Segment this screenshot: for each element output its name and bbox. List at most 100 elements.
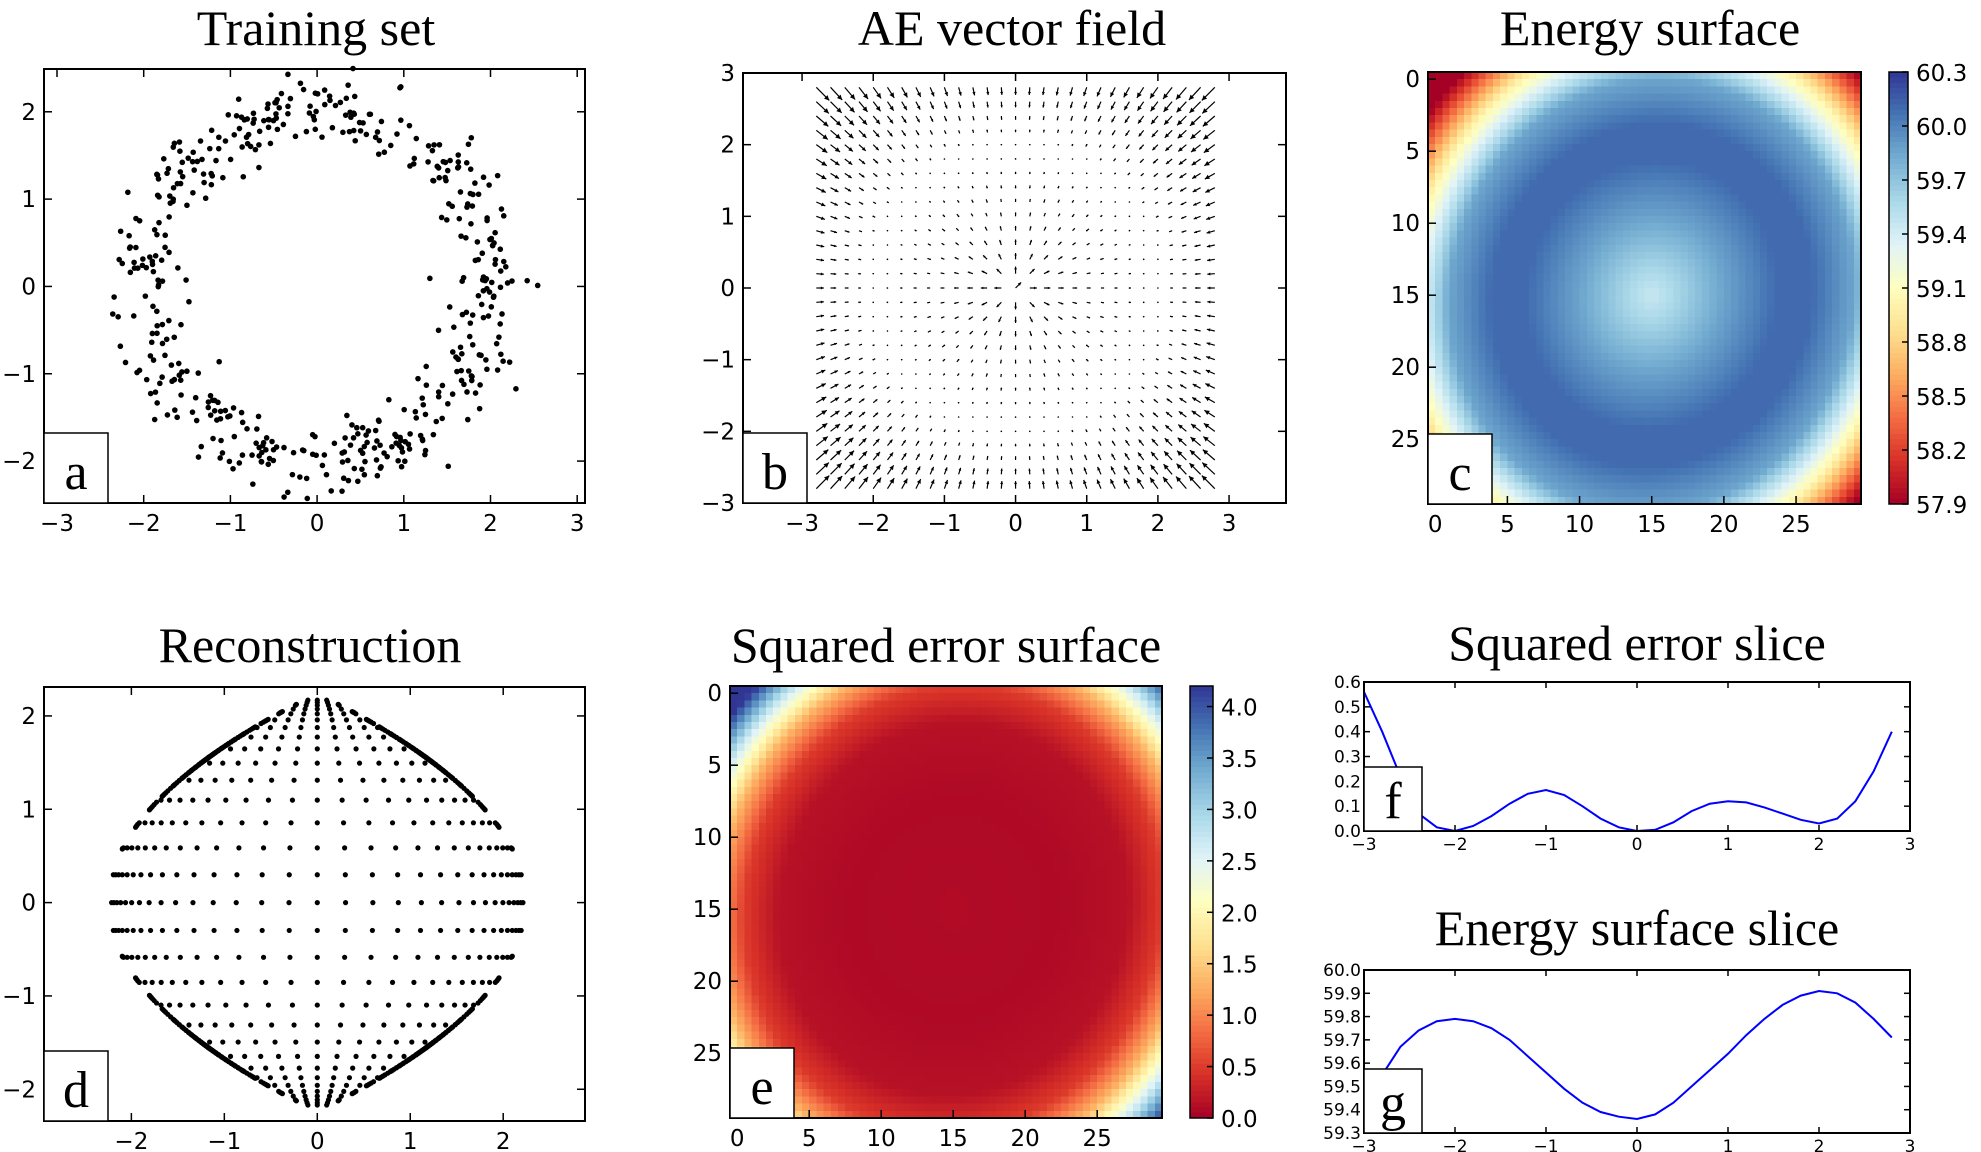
vector-dot (1142, 244, 1145, 246)
heatmap-cell (1738, 316, 1747, 325)
heatmap-cell (1471, 316, 1480, 325)
heatmap-cell (1478, 295, 1487, 303)
heatmap-cell (1593, 338, 1602, 347)
data-point (219, 450, 226, 456)
data-point (126, 232, 132, 239)
data-point (147, 353, 154, 359)
vector-arrowhead (985, 226, 987, 229)
heatmap-cell (1521, 403, 1530, 411)
heatmap-cell (1579, 115, 1588, 123)
heatmap-cell (1644, 424, 1653, 433)
heatmap-cell (1622, 136, 1631, 145)
heatmap-cell (1666, 468, 1674, 476)
data-point (398, 463, 405, 470)
heatmap-cell (1709, 79, 1718, 87)
heatmap-cell (1601, 295, 1610, 303)
vector-dot (1114, 244, 1117, 246)
heatmap-cell (1651, 122, 1660, 131)
heatmap-cell (1637, 489, 1646, 498)
vector-arrowhead (822, 134, 828, 140)
vector-dot (1029, 387, 1031, 390)
data-point (206, 145, 213, 152)
vector-arrowhead (1073, 331, 1076, 334)
heatmap-cell (1557, 100, 1566, 109)
heatmap-cell (1478, 302, 1487, 311)
heatmap-cell (1644, 460, 1653, 469)
heatmap-cell (1666, 388, 1674, 397)
vector-dot (915, 287, 917, 289)
heatmap-cell (1536, 165, 1545, 174)
vector-dot (1085, 143, 1088, 146)
heatmap-cell (1601, 86, 1610, 95)
heatmap-cell (1702, 115, 1711, 123)
heatmap-cell (1529, 216, 1537, 224)
heatmap-cell (1543, 345, 1552, 354)
x-tick-label: −1 (927, 511, 961, 537)
heatmap-cell (1622, 216, 1631, 224)
heatmap-cell (1709, 115, 1718, 123)
heatmap-cell (1745, 367, 1754, 375)
vector-dot (1029, 401, 1031, 404)
data-point (389, 444, 395, 450)
data-point (422, 447, 429, 454)
heatmap-cell (1449, 316, 1458, 325)
vector-arrowhead (834, 384, 839, 388)
heatmap-cell (1716, 475, 1725, 483)
vector-dot (1057, 158, 1060, 160)
vector-arrowhead (1098, 132, 1101, 135)
heatmap-cell (1478, 122, 1487, 131)
heatmap-cell (1471, 266, 1480, 275)
vector-dot (1057, 373, 1060, 375)
heatmap-cell (1615, 316, 1624, 325)
data-point (497, 268, 504, 274)
vector-arrowhead (834, 230, 838, 234)
vector-dot (1142, 272, 1145, 275)
heatmap-cell (1449, 172, 1458, 181)
vector-dot (1057, 186, 1060, 189)
vector-dot (1142, 186, 1145, 189)
heatmap-cell (1673, 180, 1682, 188)
data-point (312, 433, 318, 440)
heatmap-cell (1709, 367, 1718, 375)
heatmap-cell (1615, 223, 1624, 231)
heatmap-cell (1731, 295, 1739, 303)
heatmap-cell (1695, 223, 1703, 231)
vector-dot (957, 158, 960, 160)
heatmap-cell (1651, 72, 1660, 80)
heatmap-cell (1666, 482, 1674, 491)
vector-arrowhead (1031, 304, 1035, 308)
heatmap-cell (1666, 273, 1674, 282)
heatmap-cell (1565, 424, 1573, 433)
data-point (469, 312, 476, 318)
vector-dot (1157, 244, 1159, 246)
heatmap-cell (1529, 194, 1537, 203)
heatmap-cell (1680, 151, 1689, 159)
data-point (218, 437, 224, 444)
data-point (303, 128, 310, 135)
heatmap-cell (1687, 201, 1696, 210)
heatmap-cell (1428, 388, 1436, 397)
heatmap-cell (1651, 316, 1660, 325)
data-point (447, 157, 453, 164)
heatmap-cell (1529, 273, 1537, 282)
heatmap-cell (1630, 352, 1638, 361)
heatmap-cell (1492, 338, 1501, 347)
heatmap-cell (1658, 100, 1667, 109)
heatmap-cell (1622, 273, 1631, 282)
heatmap-cell (1745, 252, 1754, 260)
y-tick-label: 1 (21, 187, 36, 213)
vector-dot (1043, 430, 1045, 433)
heatmap-cell (1579, 460, 1588, 469)
heatmap-cell (1550, 345, 1559, 354)
heatmap-cell (1557, 374, 1566, 383)
vector-arrowhead (824, 95, 830, 101)
heatmap-cell (1615, 208, 1624, 217)
data-point (377, 442, 383, 449)
heatmap-cell (1471, 424, 1480, 433)
vector-dot (1029, 129, 1031, 132)
heatmap-cell (1615, 259, 1624, 267)
vector-arrowhead (1014, 253, 1017, 256)
heatmap-cell (1507, 172, 1516, 181)
vector-arrowhead (848, 160, 853, 165)
heatmap-cell (1702, 93, 1711, 102)
